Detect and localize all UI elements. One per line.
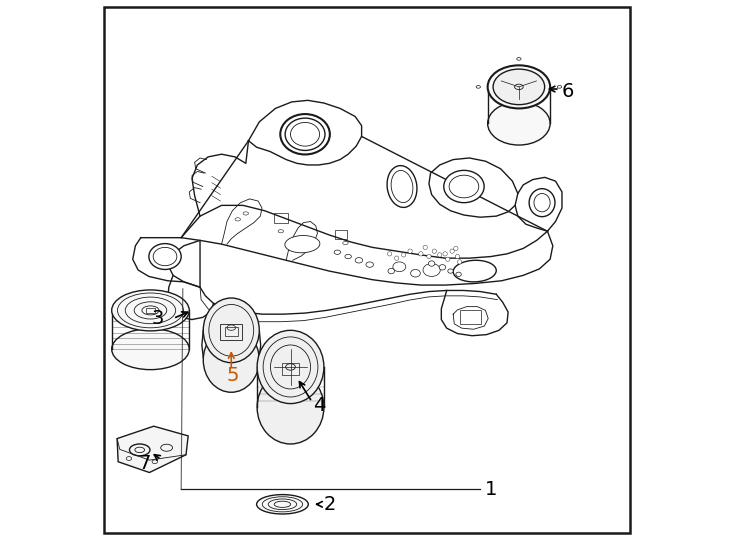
Circle shape <box>401 253 406 257</box>
Bar <box>282 363 299 375</box>
Bar <box>335 230 346 239</box>
Ellipse shape <box>203 328 259 392</box>
Ellipse shape <box>366 262 374 267</box>
Text: 7: 7 <box>138 454 150 474</box>
Ellipse shape <box>257 330 324 403</box>
Bar <box>459 310 482 324</box>
Circle shape <box>454 246 458 251</box>
Ellipse shape <box>257 371 324 444</box>
Text: 5: 5 <box>227 366 239 384</box>
Ellipse shape <box>439 265 446 270</box>
Ellipse shape <box>285 235 320 253</box>
Text: 3: 3 <box>151 309 164 328</box>
Ellipse shape <box>149 244 181 269</box>
Bar <box>225 327 238 336</box>
Ellipse shape <box>355 258 363 263</box>
Ellipse shape <box>453 260 496 282</box>
Ellipse shape <box>444 170 484 202</box>
Polygon shape <box>117 426 188 472</box>
Circle shape <box>394 256 399 260</box>
Text: 4: 4 <box>313 396 325 415</box>
Ellipse shape <box>203 298 259 363</box>
Ellipse shape <box>285 118 325 151</box>
Ellipse shape <box>487 65 550 109</box>
Ellipse shape <box>448 269 453 273</box>
Circle shape <box>446 257 450 261</box>
Ellipse shape <box>345 254 352 259</box>
Ellipse shape <box>456 272 461 276</box>
Text: 2: 2 <box>324 495 336 514</box>
Text: 1: 1 <box>484 480 497 499</box>
Text: 6: 6 <box>562 82 574 100</box>
Ellipse shape <box>280 114 330 154</box>
Circle shape <box>443 252 447 256</box>
Circle shape <box>437 253 442 257</box>
Ellipse shape <box>493 69 545 105</box>
Ellipse shape <box>334 250 341 254</box>
Circle shape <box>388 252 392 256</box>
Ellipse shape <box>487 102 550 145</box>
Circle shape <box>423 245 427 249</box>
Bar <box>146 308 155 313</box>
Ellipse shape <box>529 188 555 217</box>
Ellipse shape <box>410 269 421 277</box>
Ellipse shape <box>257 495 308 514</box>
Circle shape <box>432 249 437 253</box>
Ellipse shape <box>112 329 189 370</box>
Bar <box>220 324 242 340</box>
Ellipse shape <box>112 290 189 331</box>
Circle shape <box>457 260 462 264</box>
Bar <box>275 213 288 222</box>
Ellipse shape <box>387 166 417 207</box>
Ellipse shape <box>388 268 394 274</box>
Circle shape <box>426 254 431 259</box>
Ellipse shape <box>429 261 435 266</box>
Circle shape <box>455 254 459 259</box>
Ellipse shape <box>423 264 440 276</box>
Circle shape <box>450 249 454 253</box>
Circle shape <box>408 249 413 253</box>
Circle shape <box>418 252 423 256</box>
Ellipse shape <box>393 262 406 272</box>
